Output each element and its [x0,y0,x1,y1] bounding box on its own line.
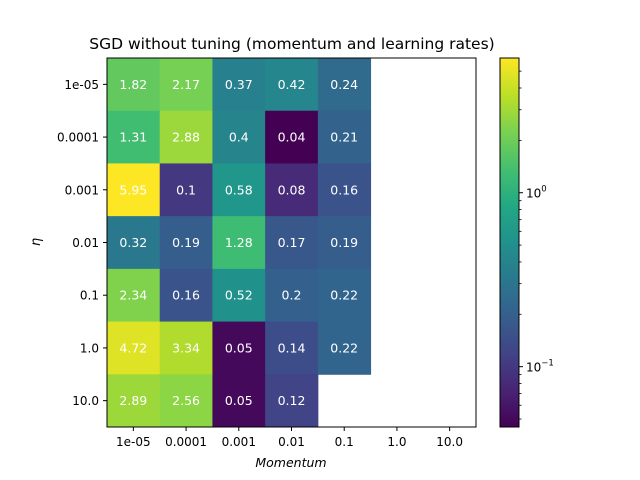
heatmap-cell [212,268,266,323]
heatmap-cell [107,58,161,112]
heatmap-cell [107,216,161,270]
cell-value-label: 5.95 [119,182,147,197]
cell-value-label: 0.08 [278,182,306,197]
cell-value-label: 0.37 [225,77,253,92]
cell-value-label: 0.2 [282,288,302,303]
cell-value-label: 2.17 [172,77,200,92]
colorbar-tick-label: 10−1 [526,359,554,375]
cell-value-label: 0.24 [330,77,358,92]
heatmap-cell [159,321,213,375]
heatmap-cell [317,163,372,217]
y-axis: 1e-05 0.0001 0.001 0.01 0.1 1.0 10.0 [57,78,107,408]
cell-value-label: 1.28 [225,235,253,250]
x-axis: 1e-05 0.0001 0.001 0.01 0.1 1.0 10.0 [116,427,463,449]
heatmap-cell [317,110,372,164]
heatmap-cell [265,110,319,164]
heatmap-cell [317,321,372,375]
cell-value-label: 0.42 [278,77,306,92]
cell-value-label: 0.04 [278,130,306,145]
cell-value-label: 2.88 [172,130,200,145]
colorbar-fill [500,58,519,427]
y-tick-label: 10.0 [72,394,99,408]
heatmap-cell [212,216,266,270]
cell-value-label: 2.56 [172,393,200,408]
heatmap-cell [265,268,319,323]
heatmap-cell [265,321,319,375]
x-tick-label: 0.01 [278,435,305,449]
y-tick-label: 0.01 [72,236,99,250]
heatmap-cell [107,374,161,428]
cell-value-label: 4.72 [119,340,147,355]
y-tick-label: 1.0 [80,341,99,355]
heatmap-cells [107,58,372,428]
x-tick-label: 10.0 [436,435,463,449]
x-tick-label: 0.001 [222,435,256,449]
cell-value-label: 0.17 [278,235,306,250]
cell-value-label: 0.05 [225,340,253,355]
chart-title: SGD without tuning (momentum and learnin… [89,35,494,53]
cell-value-label: 0.52 [225,288,253,303]
colorbar: 100 10−1 [499,57,554,428]
cell-labels: 1.82 2.17 0.37 0.42 0.24 1.31 2.88 0.4 0.04 0.21 5… [119,77,358,408]
y-tick-label: 0.1 [80,289,99,303]
colorbar-ticks: 100 10−1 [519,70,554,420]
heatmap-cell [212,374,266,428]
cell-value-label: 0.4 [229,130,249,145]
cell-value-label: 0.22 [330,288,358,303]
heatmap-cell [212,58,266,112]
cell-value-label: 0.58 [225,182,253,197]
x-tick-label: 1e-05 [116,435,151,449]
heatmap-cell [107,163,161,217]
cell-value-label: 0.21 [330,130,358,145]
colorbar-tick-label: 100 [526,185,547,201]
cell-value-label: 0.12 [278,393,306,408]
heatmap-cell [159,268,213,323]
heatmap-cell [107,321,161,375]
heatmap-cell [159,58,213,112]
cell-value-label: 0.22 [330,340,358,355]
heatmap-cell [212,163,266,217]
heatmap-cell [107,110,161,164]
y-tick-label: 0.0001 [57,131,99,145]
x-axis-label: Momentum [255,455,326,470]
cell-value-label: 0.19 [172,235,200,250]
heatmap-cell [159,163,213,217]
heatmap-cell [212,110,266,164]
cell-value-label: 0.32 [119,235,147,250]
cell-value-label: 1.31 [119,130,147,145]
heatmap-cell [212,321,266,375]
cell-value-label: 2.89 [119,393,147,408]
heatmap-cell [107,268,161,323]
heatmap-cell [159,216,213,270]
cell-value-label: 0.19 [330,235,358,250]
heatmap-cell [265,163,319,217]
y-tick-label: 1e-05 [64,78,99,92]
heatmap-cell [159,374,213,428]
heatmap-cell [317,268,372,323]
cell-value-label: 2.34 [119,288,147,303]
x-tick-label: 0.1 [335,435,354,449]
heatmap-cell [265,216,319,270]
cell-value-label: 0.1 [176,182,196,197]
y-axis-label: η [29,238,44,246]
x-tick-label: 1.0 [387,435,406,449]
x-tick-label: 0.0001 [165,435,207,449]
heatmap-cell [265,58,319,112]
cell-value-label: 1.82 [119,77,147,92]
heatmap-cell [265,374,319,428]
heatmap-cell [317,216,372,270]
cell-value-label: 0.14 [278,340,306,355]
y-tick-label: 0.001 [65,183,99,197]
heatmap-cell [159,110,213,164]
cell-value-label: 3.34 [172,340,200,355]
cell-value-label: 0.05 [225,393,253,408]
cell-value-label: 0.16 [330,182,358,197]
colorbar-frame [499,57,520,428]
cell-value-label: 0.16 [172,288,200,303]
heatmap-cell [317,58,372,112]
